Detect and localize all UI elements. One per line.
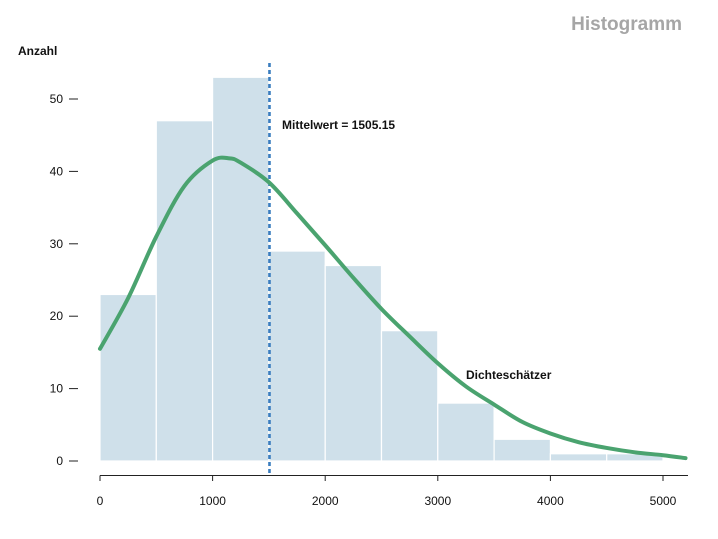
y-axis-label: Anzahl — [18, 44, 58, 58]
histogram-bar-7 — [493, 438, 552, 462]
bars-layer — [99, 76, 664, 462]
y-tick-label-4: 40 — [50, 164, 64, 178]
x-tick-label-4: 4000 — [537, 494, 564, 508]
labels-layer: Mittelwert = 1505.15 Dichteschätzer — [282, 118, 552, 382]
histogram-bar-4 — [324, 264, 383, 462]
x-tick-label-5: 5000 — [650, 494, 677, 508]
histogram-bar-8 — [549, 453, 608, 462]
histogram-bar-5 — [380, 330, 439, 462]
histogram-bar-1 — [155, 120, 214, 462]
mean-label: Mittelwert = 1505.15 — [282, 118, 395, 132]
density-label: Dichteschätzer — [466, 368, 552, 382]
x-tick-label-3: 3000 — [424, 494, 451, 508]
y-tick-label-3: 30 — [50, 237, 64, 251]
x-tick-label-0: 0 — [97, 494, 104, 508]
x-tick-label-2: 2000 — [312, 494, 339, 508]
y-tick-label-0: 0 — [56, 454, 63, 468]
density-curve — [98, 155, 688, 461]
y-tick-label-5: 50 — [50, 92, 64, 106]
y-tick-label-2: 20 — [50, 309, 64, 323]
chart-title: Histogramm — [571, 14, 682, 35]
histogram-bar-6 — [437, 402, 495, 462]
curve-layer — [98, 155, 688, 461]
histogram-bar-3 — [268, 250, 326, 462]
x-tick-label-1: 1000 — [199, 494, 226, 508]
histogram-bar-0 — [99, 293, 157, 462]
y-tick-label-1: 10 — [50, 382, 64, 396]
histogram-bar-2 — [212, 76, 270, 462]
axes-layer: 0 1000 2000 3000 4000 5000 0 10 20 30 40 50 — [50, 92, 688, 508]
